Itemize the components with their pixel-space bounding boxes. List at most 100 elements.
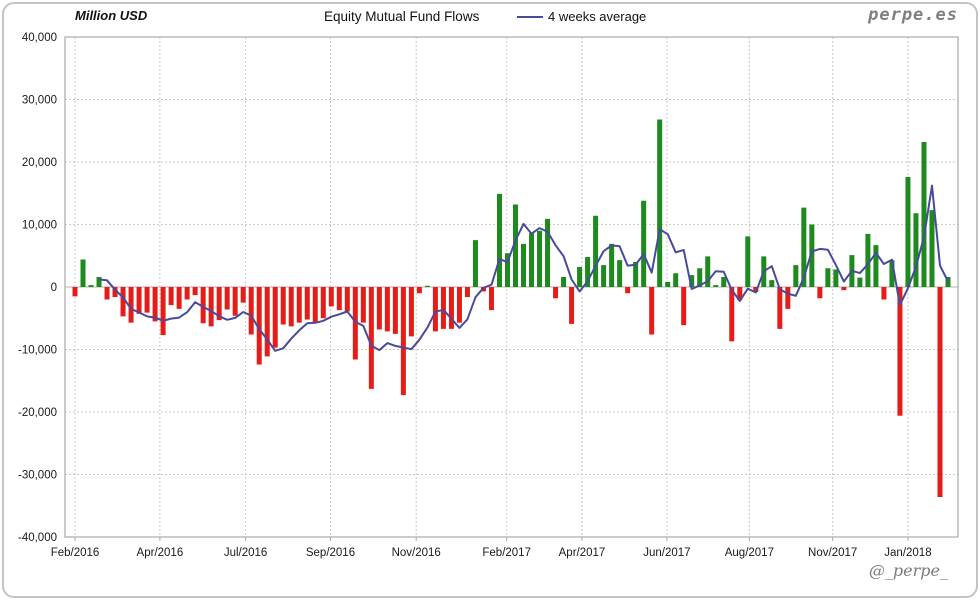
flow-bar-negative [432,287,438,332]
flow-bar-negative [136,287,142,314]
flow-bar-negative [272,287,278,348]
y-tick-label: -10,000 [18,345,57,357]
flow-bar-positive [769,280,775,287]
flow-bar-positive [913,213,919,287]
flow-bar-negative [569,287,575,324]
flow-bar-positive [673,273,679,287]
chart-title: Equity Mutual Fund Flows [324,9,480,24]
flow-bar-negative [216,287,222,321]
flow-bar-positive [577,267,583,287]
flow-bar-negative [160,287,166,336]
flow-bar-positive [689,275,695,287]
y-tick-label: 0 [51,282,57,294]
flow-bar-positive [929,210,935,287]
flow-bar-positive [641,200,647,287]
flow-bar-negative [937,287,943,497]
flow-bar-negative [312,287,318,323]
y-tick-label: -40,000 [18,532,57,544]
flow-bar-negative [208,287,214,327]
flow-bar-negative [184,287,190,300]
flow-bar-positive [513,204,519,287]
x-tick-label: Jun/2017 [643,547,690,559]
flow-bar-negative [296,287,302,323]
flow-bar-positive [496,193,502,287]
flow-bar-negative [112,287,118,297]
flow-bar-positive [521,243,527,287]
flow-bar-positive [665,282,671,287]
flow-bar-negative [488,287,494,311]
x-tick-label: Apr/2016 [137,547,184,559]
y-tick-label: 10,000 [22,220,57,232]
flow-bar-negative [448,287,454,329]
flow-bar-positive [80,259,86,287]
flow-bar-negative [649,287,655,335]
brand-logo: perpe.es [868,5,958,25]
y-axis-title: Million USD [75,8,148,23]
legend: 4 weeks average [517,9,646,24]
flow-bar-positive [865,233,871,287]
flow-bar-positive [96,277,102,287]
flow-bar-positive [857,277,863,287]
flow-bar-positive [921,142,927,287]
flow-bar-positive [593,215,599,287]
flow-bar-negative [553,287,559,299]
flow-bar-negative [248,287,254,335]
flow-bar-negative [392,287,398,334]
x-tick-label: Apr/2017 [559,547,606,559]
flow-bar-negative [152,287,158,322]
flow-bar-negative [729,287,735,342]
flow-bar-negative [320,287,326,319]
flow-bar-positive [529,233,535,287]
flow-bar-negative [352,287,358,360]
flow-bar-positive [609,243,615,287]
flow-bar-positive [793,265,799,287]
flow-bar-negative [200,287,206,324]
flow-bar-negative [777,287,783,329]
flow-bar-positive [537,230,543,287]
flow-bar-negative [192,287,198,296]
y-tick-label: 30,000 [22,95,57,107]
flow-bar-negative [456,287,462,323]
flow-bar-negative [897,287,903,416]
flow-bar-negative [144,287,150,313]
flow-bar-positive [705,256,711,287]
flow-bar-positive [905,177,911,287]
x-tick-label: Nov/2016 [392,547,441,559]
flow-bar-positive [561,277,567,287]
flow-bar-positive [617,260,623,287]
average-line [98,184,949,352]
flow-bar-negative [128,287,134,323]
flow-bar-positive [889,260,895,287]
author-handle: @_perpe_ [868,561,948,580]
y-tick-label: -20,000 [18,407,57,419]
x-tick-label: Jan/2018 [884,547,931,559]
flow-bar-negative [376,287,382,330]
flow-bar-negative [368,287,374,389]
flow-bar-negative [681,287,687,326]
flow-bar-positive [633,262,639,287]
flow-bar-positive [801,207,807,287]
flow-bar-negative [881,287,887,300]
flow-bar-negative [264,287,270,357]
flow-bar-positive [697,268,703,287]
flow-bar-positive [88,285,94,287]
legend-line-swatch [517,15,543,18]
flow-bar-negative [168,287,174,306]
flow-bar-negative [328,287,334,307]
flow-bar-negative [72,287,78,297]
flow-bar-positive [424,285,430,287]
flow-bar-negative [841,287,847,291]
flow-bar-negative [753,287,759,292]
flow-bar-negative [232,287,238,316]
flow-bar-negative [360,287,366,323]
flow-bar-negative [256,287,262,365]
flow-bar-positive [745,236,751,287]
y-tick-label: 40,000 [22,32,57,44]
flow-bar-negative [737,287,743,301]
y-tick-label: -30,000 [18,470,57,482]
flow-bar-negative [280,287,286,325]
legend-label: 4 weeks average [548,9,647,24]
flow-bar-negative [625,287,631,294]
flow-bar-negative [785,287,791,309]
